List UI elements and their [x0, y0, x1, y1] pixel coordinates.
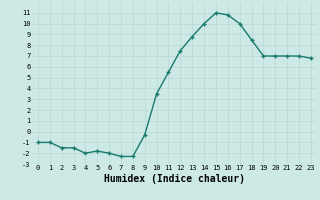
X-axis label: Humidex (Indice chaleur): Humidex (Indice chaleur): [104, 174, 245, 184]
